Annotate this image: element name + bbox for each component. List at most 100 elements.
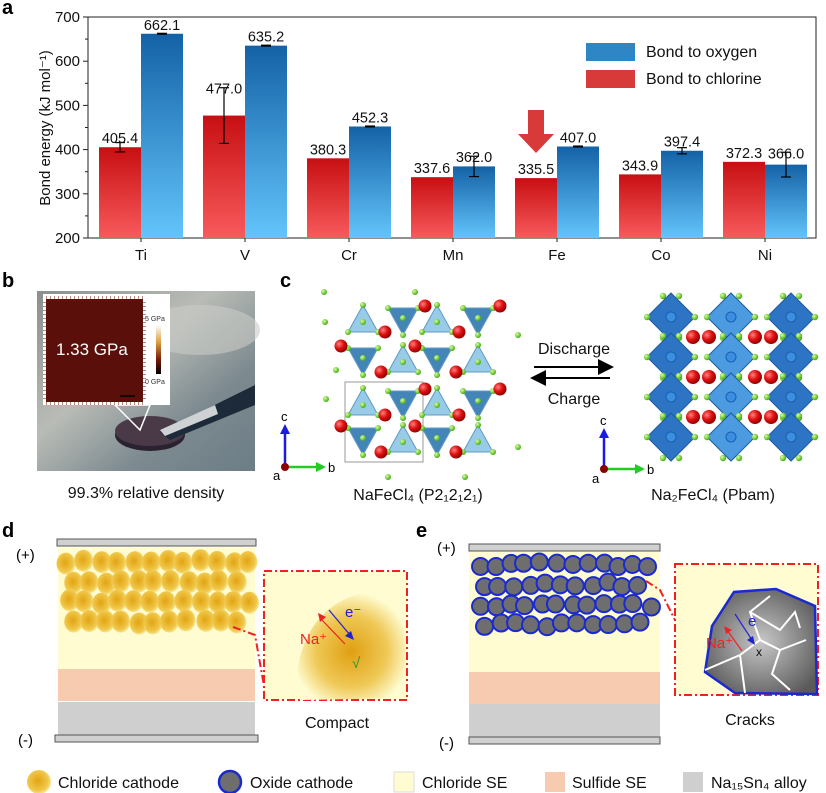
x-tick-label-V: V <box>240 247 250 264</box>
oxide-cathode-particle <box>628 575 648 595</box>
positive-terminal-d: (+) <box>16 547 35 564</box>
cl-atom <box>691 313 699 321</box>
bar-chlorine-Co <box>619 174 661 238</box>
legend-label-chlorine: Bond to chlorine <box>646 71 762 88</box>
chloride-cathode-particle <box>196 609 216 632</box>
data-label: 380.3 <box>310 142 346 158</box>
data-label: 366.0 <box>768 146 804 162</box>
chloride-cathode-particle <box>74 549 94 572</box>
chloride-cathode-particle <box>124 590 144 613</box>
cl-atom <box>735 332 743 340</box>
cl-atom <box>434 355 440 361</box>
cl-atom <box>779 332 787 340</box>
cl-atom <box>490 369 496 375</box>
top-current-collector <box>56 538 257 547</box>
chloride-cathode-particle <box>191 549 211 572</box>
x-tick-label-Co: Co <box>651 247 670 264</box>
y-tick-label: 400 <box>55 142 80 159</box>
chloride-cathode-particle <box>158 549 178 572</box>
cl-atom <box>719 454 727 462</box>
data-label: 362.0 <box>456 150 492 166</box>
cl-atom <box>811 353 819 361</box>
na-atom <box>748 330 762 344</box>
chloride-cathode-particle <box>125 551 145 574</box>
chloride-cathode-particle <box>238 551 258 574</box>
cl-atom <box>375 425 381 431</box>
chloride-cathode-particle <box>161 570 181 593</box>
y-tick-label: 500 <box>55 97 80 114</box>
blocked-mark: x <box>756 645 762 659</box>
bar-chart: Bond energy (kJ mol⁻¹) 200 300 400 500 600 70… <box>37 9 817 264</box>
sulfide-se-layer <box>469 672 660 704</box>
cl-atom <box>779 412 787 420</box>
bar-chlorine-Mn <box>411 177 453 238</box>
fe-atom <box>665 311 677 323</box>
cl-atom <box>434 302 440 308</box>
cl-atom <box>675 372 683 380</box>
cl-atom <box>719 412 727 420</box>
chloride-cathode-particle <box>140 590 160 613</box>
chloride-cathode-particle <box>141 551 161 574</box>
oxide-cathode-particle <box>475 616 495 636</box>
cl-atom <box>412 289 418 295</box>
chloride-cathode-particle <box>143 612 163 635</box>
chloride-cathode-particle <box>79 610 99 633</box>
cl-atom <box>400 359 406 365</box>
y-tick-label: 600 <box>55 53 80 70</box>
charge-label: Charge <box>548 391 601 408</box>
cl-atom <box>385 388 391 394</box>
oxide-cathode-particle <box>488 577 508 597</box>
na-atom <box>449 365 463 379</box>
oxide-cathode-particle <box>529 552 549 572</box>
zoom-cracks: Na⁺ e x <box>645 563 819 696</box>
bar-oxygen-Mn <box>453 166 495 238</box>
fecl4-tetrahedron <box>347 386 379 416</box>
cl-atom <box>360 319 366 325</box>
cl-atom <box>460 305 466 311</box>
chloride-cathode-particle <box>56 552 76 575</box>
legend-oxide-cathode: Oxide cathode <box>250 775 353 792</box>
chloride-cathode-particle <box>143 570 163 593</box>
colorbar <box>156 325 161 374</box>
legend-label-oxygen: Bond to oxygen <box>646 44 757 61</box>
legend-chloride-cathode: Chloride cathode <box>58 775 179 792</box>
chloride-cathode-particle <box>111 610 131 633</box>
cl-atom <box>703 393 711 401</box>
cl-atom <box>763 433 771 441</box>
cl-atom <box>751 433 759 441</box>
fecl4-tetrahedron <box>387 423 419 453</box>
cl-atom <box>779 454 787 462</box>
x-tick-label-Ti: Ti <box>135 247 147 264</box>
fecl4-tetrahedron <box>421 427 453 457</box>
chloride-cathode-particle <box>174 589 194 612</box>
na-atom <box>764 370 778 384</box>
chloride-cathode-particle <box>92 592 112 615</box>
chloride-cathode-particle <box>64 571 84 594</box>
fecl4-tetrahedron <box>387 343 419 373</box>
oxide-cathode-particle <box>578 553 598 573</box>
cl-atom <box>675 292 683 300</box>
sulfide-se-swatch <box>545 772 565 792</box>
oxide-cathode-particle <box>514 553 534 573</box>
electron-label-e: e <box>748 613 756 630</box>
data-label: 405.4 <box>102 131 138 147</box>
panel-label-e: e <box>416 520 427 542</box>
cl-atom <box>385 305 391 311</box>
data-label: 397.4 <box>664 135 700 151</box>
fe-atom <box>785 431 797 443</box>
na-atom <box>374 365 388 379</box>
colorbar-min: 0 GPa <box>145 379 165 386</box>
nafecl4-caption: NaFeCl₄ (P2₁2₁2₁) <box>353 487 482 504</box>
chloride-cathode-particle <box>129 612 149 635</box>
cl-atom <box>691 393 699 401</box>
top-current-collector <box>468 543 661 552</box>
data-label: 372.3 <box>726 146 762 162</box>
legend-sulfide-se: Sulfide SE <box>572 775 647 792</box>
fecl4-tetrahedron <box>462 423 494 453</box>
na-atom <box>493 382 507 396</box>
data-label: 343.9 <box>622 158 658 174</box>
oxide-cathode-particle <box>630 612 650 632</box>
cl-atom <box>515 444 521 450</box>
fe-atom <box>725 431 737 443</box>
cl-atom <box>360 302 366 308</box>
